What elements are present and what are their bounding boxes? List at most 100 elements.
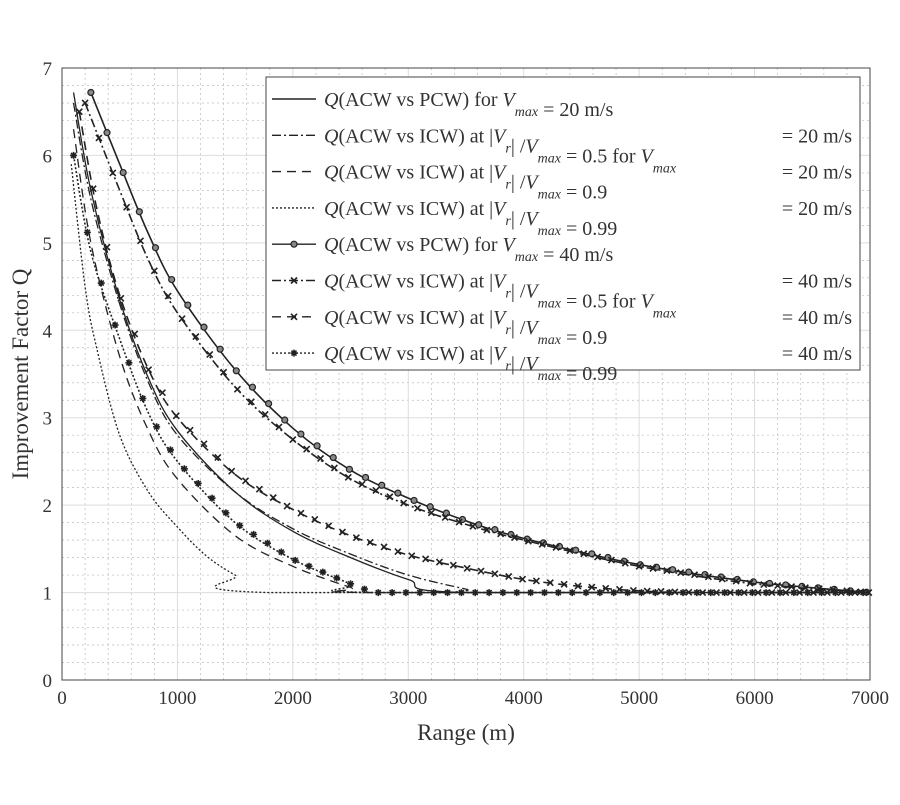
data-point-x (394, 547, 402, 556)
legend-item: Q(ACW vs ICW) at |Vr| /Vmax = 0.9= 20 m/… (272, 162, 852, 204)
data-point-x (352, 534, 360, 542)
data-point-x (103, 243, 111, 251)
legend-label-segment: r (505, 214, 511, 229)
y-tick-label: 2 (43, 496, 53, 517)
data-point-x (635, 562, 643, 570)
data-point-x (247, 398, 255, 406)
data-point-x (164, 292, 172, 300)
data-point-circle (151, 244, 160, 252)
plot-frame (61, 67, 871, 681)
data-point-asterisk (831, 589, 839, 597)
data-point-asterisk (485, 589, 493, 597)
data-point-circle (410, 496, 418, 505)
data-point-x (400, 499, 408, 507)
data-point-circle (491, 526, 499, 534)
data-point-x (837, 589, 845, 597)
data-point-x (186, 426, 194, 434)
data-point-x (220, 368, 228, 376)
y-tick-label: 6 (43, 146, 53, 167)
data-point-x (303, 445, 311, 453)
data-point-x (449, 561, 457, 569)
data-point-x (477, 567, 485, 575)
legend-label-segment: V (493, 343, 508, 365)
legend-label-segment: = 0.5 for (561, 145, 641, 167)
data-point-x (621, 559, 629, 567)
legend-label-segment: (ACW vs ICW) at | (338, 198, 493, 220)
legend-label-segment: V (641, 291, 656, 313)
data-point-circle (87, 88, 95, 97)
legend-label-segment: | / (511, 353, 526, 375)
legend-label-segment: (ACW vs ICW) at | (338, 271, 493, 293)
data-point-x (358, 480, 366, 488)
data-point-x (441, 513, 449, 522)
legend-label-segment: max (538, 297, 562, 312)
data-point-asterisk (859, 589, 867, 597)
data-point-asterisk (554, 589, 562, 597)
data-point-x (372, 486, 380, 495)
data-point-x (117, 294, 125, 302)
data-point-x (255, 485, 263, 493)
data-point-x (366, 538, 374, 546)
series-line (72, 155, 870, 594)
data-point-circle (119, 168, 127, 177)
data-point-asterisk (471, 589, 479, 597)
data-point-x (566, 547, 574, 555)
data-point-x (671, 588, 679, 596)
legend-box (265, 76, 861, 371)
data-point-x (290, 313, 298, 321)
legend-label-segment: V (493, 307, 508, 329)
data-point-x (615, 585, 624, 593)
data-point-asterisk (416, 589, 424, 597)
data-point-asterisk (582, 589, 590, 597)
data-point-x (311, 515, 319, 524)
data-point-asterisk (748, 589, 756, 597)
data-point-asterisk (845, 589, 853, 597)
data-point-asterisk (402, 589, 410, 597)
data-point-circle (232, 367, 240, 375)
data-point-circle (290, 240, 298, 248)
legend-label-segment: r (505, 141, 511, 156)
data-point-x (677, 569, 685, 577)
legend-label-segment: | / (511, 281, 526, 303)
legend-label-segment: | / (511, 317, 526, 339)
data-point-asterisk (734, 589, 742, 597)
legend-label-segment: max (653, 161, 677, 176)
data-point-asterisk (250, 530, 258, 538)
legend-label-segment: max (538, 224, 562, 239)
data-point-x (241, 477, 250, 485)
legend-label-segment: max (538, 151, 562, 166)
legend-label-segment: Q (324, 162, 339, 184)
data-point-asterisk (139, 394, 147, 402)
data-point-x (136, 237, 145, 245)
data-point-x (233, 385, 242, 393)
data-point-x (505, 572, 513, 581)
data-point-asterisk (83, 228, 91, 236)
legend-label-segment: (ACW vs ICW) at | (338, 343, 493, 365)
legend-label-segment: | / (511, 208, 526, 230)
data-point-x (663, 566, 671, 575)
data-point-x (297, 509, 305, 517)
data-point-asterisk (540, 589, 548, 597)
legend-item: Q(ACW vs ICW) at |Vr| /Vmax = 0.5 for Vm… (272, 271, 852, 322)
data-point-x (386, 493, 394, 501)
legend-item: Q(ACW vs PCW) for Vmax = 20 m/s (272, 89, 613, 121)
legend-label-segment: = 0.99 (561, 218, 617, 240)
data-point-x (524, 537, 532, 545)
data-point-x (89, 185, 97, 193)
data-point-x (81, 99, 89, 107)
data-point-x (289, 436, 297, 444)
legend-label-segment: Q (324, 89, 339, 111)
legend-label: Q(ACW vs ICW) at |Vr| /Vmax = 0.9 (324, 307, 607, 349)
legend-item: Q(ACW vs ICW) at |Vr| /Vmax = 0.5 for Vm… (272, 125, 852, 176)
data-point-x (699, 589, 707, 597)
legend-label-segment: = 0.5 for (561, 291, 641, 313)
legend-label-right: = 20 m/s (782, 162, 852, 184)
data-point-x (228, 467, 236, 475)
data-point-asterisk (153, 423, 161, 431)
x-tick-label: 2000 (274, 688, 312, 709)
legend-label-segment: V (525, 353, 540, 375)
y-tick-label: 3 (43, 409, 53, 430)
legend-label-segment: r (505, 323, 511, 338)
legend-label-segment: = 0.9 (561, 327, 607, 349)
